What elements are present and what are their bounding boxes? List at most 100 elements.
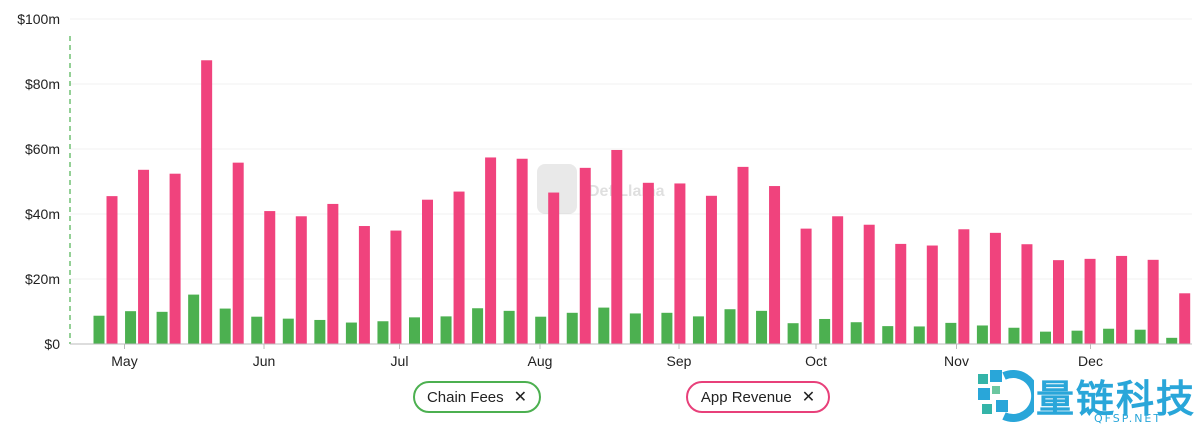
legend-app-revenue-label: App Revenue [700,388,792,406]
y-tick-label: $20m [25,271,60,287]
bar-chain-fees[interactable] [440,316,452,344]
gridlines [70,18,1192,280]
qfsp-logo-icon [978,370,1034,422]
bar-app-revenue[interactable] [579,167,591,344]
x-tick-label: Oct [805,353,827,369]
legend-chain-fees[interactable]: Chain Fees ✕ [413,381,541,413]
bar-chain-fees[interactable] [251,316,263,344]
bar-chain-fees[interactable] [629,313,641,344]
bar-app-revenue[interactable] [611,149,623,344]
bar-app-revenue[interactable] [895,243,907,344]
bar-app-revenue[interactable] [705,195,717,344]
bar-chain-fees[interactable] [93,315,105,344]
bar-chain-fees[interactable] [503,310,515,344]
y-tick-label: $0 [44,336,60,352]
bar-chain-fees[interactable] [566,312,578,344]
bar-chain-fees[interactable] [472,308,484,344]
bar-chain-fees[interactable] [156,311,168,344]
bar-app-revenue[interactable] [516,158,528,344]
bar-chain-fees[interactable] [1166,337,1178,344]
bar-app-revenue[interactable] [390,230,402,344]
bar-app-revenue[interactable] [800,228,812,344]
bars [93,60,1191,345]
x-axis: May Jun Jul Aug Sep Oct Nov Dec [70,343,1192,369]
y-tick-label: $80m [25,76,60,92]
bar-chain-fees[interactable] [756,310,768,344]
bar-app-revenue[interactable] [358,226,370,344]
legend-chain-fees-label: Chain Fees [426,388,504,406]
bar-app-revenue[interactable] [422,199,433,344]
bar-app-revenue[interactable] [169,173,181,344]
bar-chain-fees[interactable] [535,316,547,344]
bar-chain-fees[interactable] [598,307,610,344]
x-tick-label: Jul [391,353,409,369]
bar-app-revenue[interactable] [264,211,276,344]
x-tick-label: Nov [944,353,969,369]
bar-app-revenue[interactable] [327,203,339,344]
qfsp-watermark-url: QFSP.NET [1094,412,1163,425]
bar-chain-fees[interactable] [1103,328,1115,344]
bar-app-revenue[interactable] [1179,293,1191,344]
x-tick-label: Jun [253,353,276,369]
bar-app-revenue[interactable] [674,183,686,344]
bar-app-revenue[interactable] [201,60,213,345]
bar-chain-fees[interactable] [882,326,894,344]
bar-app-revenue[interactable] [863,224,875,344]
bar-chain-fees[interactable] [345,322,357,344]
qfsp-watermark: 量链科技 QFSP.NET [974,366,1196,426]
bar-app-revenue[interactable] [1053,260,1064,344]
bar-chain-fees[interactable] [976,325,988,344]
bar-app-revenue[interactable] [926,245,938,344]
bar-chain-fees[interactable] [787,323,799,344]
bar-app-revenue[interactable] [453,191,465,344]
x-tick-label: Sep [667,353,692,369]
bar-app-revenue[interactable] [1116,255,1128,344]
bar-app-revenue[interactable] [485,157,497,344]
bar-chain-fees[interactable] [188,294,200,344]
bar-chain-fees[interactable] [724,309,736,344]
bar-app-revenue[interactable] [989,232,1001,344]
bar-chain-fees[interactable] [945,322,957,344]
bar-chain-fees[interactable] [850,322,862,344]
bar-app-revenue[interactable] [832,216,844,344]
y-tick-label: $100m [17,11,60,27]
bar-chain-fees[interactable] [692,316,704,344]
bar-chain-fees[interactable] [913,326,925,344]
y-tick-label: $60m [25,141,60,157]
bar-app-revenue[interactable] [295,216,307,344]
y-axis: $0 $20m $40m $60m $80m $100m [17,11,71,352]
x-tick-label: May [111,353,137,369]
x-tick-label: Aug [528,353,553,369]
close-icon[interactable]: ✕ [513,389,528,406]
defillama-logo-icon [537,164,577,214]
bar-app-revenue[interactable] [737,166,749,344]
bar-chain-fees[interactable] [377,321,389,344]
bar-app-revenue[interactable] [1021,244,1033,344]
bar-app-revenue[interactable] [958,229,970,344]
y-tick-label: $40m [25,206,60,222]
bar-chain-fees[interactable] [282,318,294,344]
bar-app-revenue[interactable] [769,186,781,344]
bar-app-revenue[interactable] [1147,259,1159,344]
bar-chain-fees[interactable] [661,312,673,344]
bar-chain-fees[interactable] [1071,330,1083,344]
bar-app-revenue[interactable] [106,196,118,344]
bar-app-revenue[interactable] [232,162,244,344]
bar-chain-fees[interactable] [409,317,420,344]
bar-app-revenue[interactable] [1084,258,1096,344]
bar-chain-fees[interactable] [219,308,231,344]
qfsp-watermark-text: 量链科技 [1036,377,1197,421]
close-icon[interactable]: ✕ [801,389,816,406]
bar-chain-fees[interactable] [1008,327,1020,344]
bar-app-revenue[interactable] [138,169,150,344]
bar-chain-fees[interactable] [125,311,137,344]
legend-app-revenue[interactable]: App Revenue ✕ [686,381,830,413]
x-tick-label: Dec [1078,353,1103,369]
bar-app-revenue[interactable] [548,192,560,344]
bar-chain-fees[interactable] [1134,329,1146,344]
bar-chain-fees[interactable] [819,318,831,344]
bar-app-revenue[interactable] [642,182,654,344]
bar-chain-fees[interactable] [1040,331,1051,344]
bar-chain-fees[interactable] [314,319,326,344]
